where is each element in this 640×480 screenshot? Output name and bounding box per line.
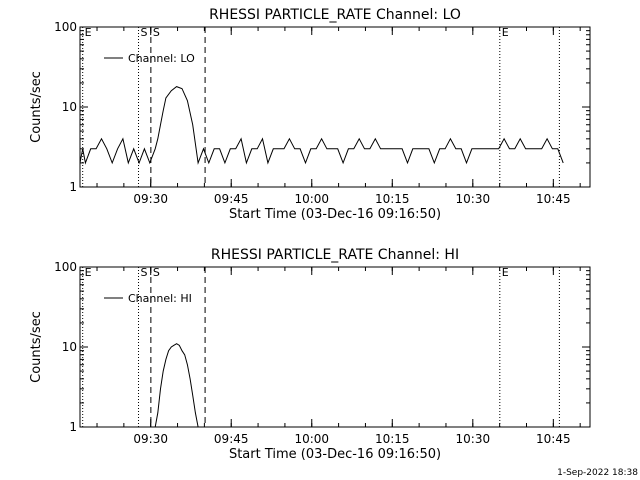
time-marker-label: S xyxy=(141,26,148,39)
plot-frame xyxy=(79,26,591,188)
time-marker-label: E xyxy=(85,266,92,279)
y-tick-label: 100 xyxy=(54,20,77,34)
x-tick-label: 10:15 xyxy=(375,192,410,206)
time-marker-label: E xyxy=(502,26,509,39)
x-tick-label: 10:30 xyxy=(456,192,491,206)
y-tick-label: 1 xyxy=(69,180,77,194)
x-tick-label: 10:45 xyxy=(536,192,571,206)
x-axis-label: Start Time (03-Dec-16 09:16:50) xyxy=(229,207,441,222)
x-tick-label: 09:45 xyxy=(214,432,249,446)
chart-panel-lo: RHESSI PARTICLE_RATE Channel: LO 1 10 100 09… xyxy=(29,7,591,222)
x-tick-label: 09:30 xyxy=(133,432,168,446)
x-tick-label: 10:00 xyxy=(294,192,329,206)
legend-label: Channel: LO xyxy=(128,52,195,65)
time-marker-label: E xyxy=(85,26,92,39)
x-tick-label: 09:30 xyxy=(133,192,168,206)
x-tick-label: 10:45 xyxy=(536,432,571,446)
chart-title: RHESSI PARTICLE_RATE Channel: LO xyxy=(209,7,461,23)
time-marker-label: S xyxy=(141,266,148,279)
chart-panel-hi: RHESSI PARTICLE_RATE Channel: HI 1 10 100 09… xyxy=(29,247,591,462)
x-tick-label: 10:30 xyxy=(456,432,491,446)
y-tick-label: 100 xyxy=(54,260,77,274)
x-tick-label: 10:15 xyxy=(375,432,410,446)
time-marker-label: E xyxy=(502,266,509,279)
chart-title: RHESSI PARTICLE_RATE Channel: HI xyxy=(211,247,459,263)
y-axis-label: Counts/sec xyxy=(29,311,44,383)
y-axis-label: Counts/sec xyxy=(29,71,44,143)
x-axis-label: Start Time (03-Dec-16 09:16:50) xyxy=(229,447,441,462)
legend-label: Channel: HI xyxy=(128,292,192,305)
time-marker-label: S xyxy=(153,26,160,39)
x-tick-label: 10:00 xyxy=(294,432,329,446)
time-marker-label: S xyxy=(153,266,160,279)
y-tick-label: 1 xyxy=(69,420,77,434)
timestamp: 1-Sep-2022 18:38 xyxy=(557,468,638,478)
series-line xyxy=(154,343,199,428)
y-tick-label: 10 xyxy=(62,340,77,354)
series-line xyxy=(79,86,564,165)
y-tick-label: 10 xyxy=(62,100,77,114)
plot-frame xyxy=(79,266,591,428)
x-tick-label: 09:45 xyxy=(214,192,249,206)
